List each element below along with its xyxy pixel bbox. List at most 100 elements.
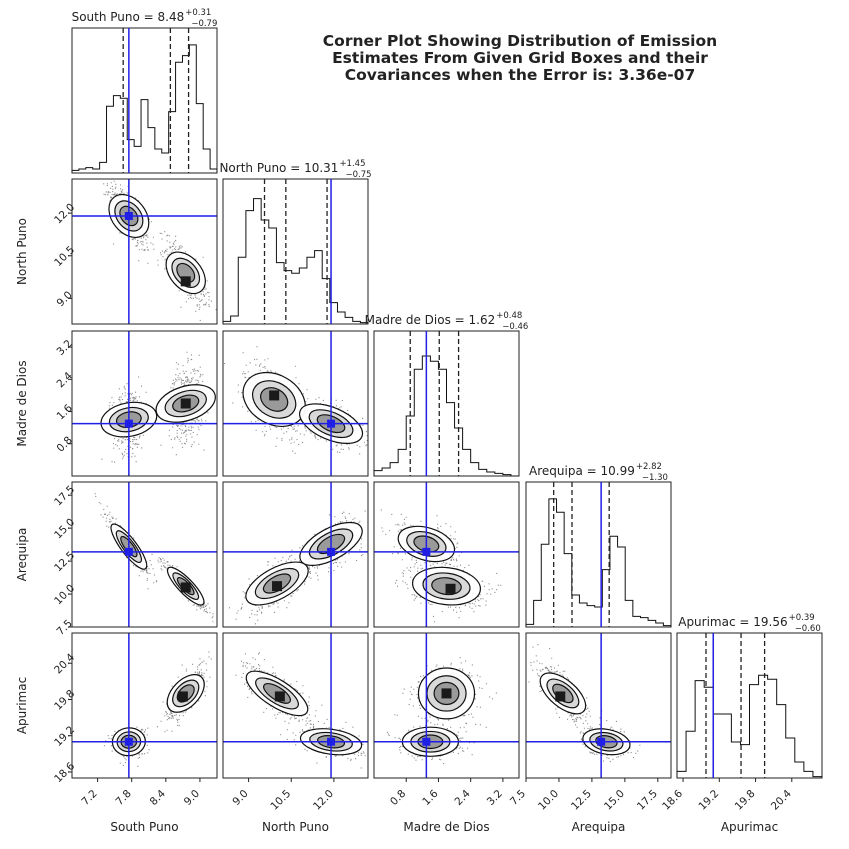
pair-background [72,482,217,627]
pair-panel-2-0 [71,330,218,477]
truth-marker [124,211,133,220]
hist-title-2: Madre de Dios = 1.62+0.48 −0.46 [365,311,529,332]
pair-frame [222,481,369,628]
hist-title-4: Apurimac = 19.56+0.39 −0.60 [678,613,821,634]
histogram-step [71,44,218,173]
hist-frame [71,27,218,174]
pair-frame [222,632,369,779]
density-peak [274,691,285,702]
pair-contents [374,633,519,778]
pair-frame [373,632,520,779]
pair-background [72,179,217,324]
sample-points [228,510,368,625]
x-axis-label-4: Apurimac [721,820,778,834]
hist-frame [525,481,672,628]
pair-panel-3-2 [373,481,520,628]
hist-panel-4: Apurimac = 19.56+0.39 −0.60 [676,613,823,779]
pair-panel-4-3 [525,632,672,779]
density-peak [180,276,191,287]
truth-marker [124,419,133,428]
pair-frame [373,481,520,628]
x-tick-label: 0.8 [388,788,408,808]
pair-contents [223,331,368,476]
hist-panel-3: Arequipa = 10.99+2.82 −1.30 [525,462,672,628]
truth-marker [124,737,133,746]
x-tick-label: 10.5 [268,788,293,813]
pair-contents [223,633,368,778]
x-tick-label: 7.8 [114,788,134,808]
truth-marker [327,419,336,428]
hist-title-0: South Puno = 8.48+0.31 −0.79 [72,8,218,29]
pair-contents [72,633,217,778]
truth-marker [327,547,336,556]
pair-background [223,482,368,627]
density-peak [445,583,456,594]
density-peak [272,581,283,592]
density-peak [269,390,280,401]
y-axis-label-3: Arequipa [15,528,29,582]
pair-contents [72,482,217,627]
histogram-step [676,674,823,778]
sample-points [103,180,217,321]
chart-title-line-2: Estimates From Given Grid Boxes and thei… [332,49,708,67]
x-tick-label: 9.0 [182,788,202,808]
x-tick-label: 1.6 [420,787,441,808]
histogram-step [222,198,369,324]
pair-frame [71,178,218,325]
chart-title-line-1: Corner Plot Showing Distribution of Emis… [323,32,717,50]
pair-background [72,633,217,778]
y-axis-label-1: North Puno [15,218,29,285]
pair-panel-1-0 [71,178,218,325]
pair-panel-3-0 [71,481,218,628]
truth-marker [422,737,431,746]
pair-panel-4-1 [222,632,369,779]
truth-marker [124,547,133,556]
x-tick-label: 7.5 [508,788,528,808]
histogram-step [373,355,519,477]
pair-background [526,633,671,778]
density-peak [180,398,191,409]
x-tick-label: 15.0 [602,788,627,813]
x-axis-label-3: Arequipa [572,820,626,834]
truth-marker [597,737,606,746]
pair-frame [71,481,218,628]
x-tick-label: 2.4 [452,787,473,808]
y-axis-label-2: Madre de Dios [15,360,29,446]
pair-panel-4-2 [373,632,520,779]
x-tick-label: 20.4 [769,787,794,812]
hist-panel-1: North Puno = 10.31+1.45 −0.75 [219,159,372,325]
x-tick-label: 19.2 [696,788,721,813]
chart-title-line-3: Covariances when the Error is: 3.36e-07 [345,66,695,84]
truth-marker [422,547,431,556]
pair-frame [71,632,218,779]
pair-frame [71,330,218,477]
pair-frame [525,632,672,779]
hist-title-3: Arequipa = 10.99+2.82 −1.30 [529,462,668,483]
density-peak [177,691,188,702]
pair-panel-4-0 [71,632,218,779]
x-tick-label: 3.2 [485,788,505,808]
hist-title-1: North Puno = 10.31+1.45 −0.75 [219,159,371,180]
x-tick-label: 12.0 [311,788,336,813]
x-axis-label-0: South Puno [110,820,178,834]
hist-frame [222,178,369,325]
x-tick-label: 19.8 [733,788,758,813]
hist-panel-2: Madre de Dios = 1.62+0.48 −0.46 [365,311,529,477]
pair-frame [222,330,369,477]
x-axis-label-1: North Puno [262,820,329,834]
hist-panel-0: South Puno = 8.48+0.31 −0.79 [71,8,218,174]
x-tick-label: 9.0 [230,788,250,808]
pair-contents [223,482,368,627]
pair-contents [72,331,217,476]
x-tick-label: 7.2 [79,788,99,808]
pair-contents [526,633,671,778]
y-axis-label-4: Apurimac [15,677,29,734]
histogram-step [525,498,672,627]
hist-frame [373,330,520,477]
x-tick-label: 8.4 [148,787,169,808]
x-axis-label-2: Madre de Dios [403,820,489,834]
panels: South Puno = 8.48+0.31 −0.79 North Puno = … [15,8,823,834]
x-tick-label: 17.5 [635,788,660,813]
density-peak [555,691,566,702]
